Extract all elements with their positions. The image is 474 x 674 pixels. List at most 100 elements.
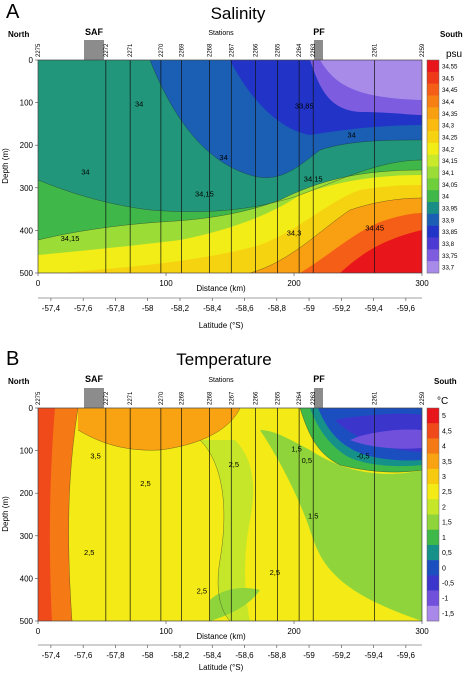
distance-axis-label: Distance (km) bbox=[196, 632, 246, 641]
colorbar-label: 33,85 bbox=[442, 229, 458, 236]
station-label: 2266 bbox=[254, 43, 260, 57]
colorbar-label: 33,95 bbox=[442, 205, 458, 212]
colorbar-swatch bbox=[427, 590, 439, 607]
colorbar-label: 1,5 bbox=[442, 520, 452, 527]
y-axis-label: Depth (m) bbox=[1, 148, 10, 184]
x-tick-label: 200 bbox=[287, 279, 301, 288]
contour-label: 2,5 bbox=[140, 479, 150, 488]
contour-label: 34,15 bbox=[61, 234, 80, 243]
panel-letter: A bbox=[6, 1, 20, 23]
contour-label: 34 bbox=[219, 153, 227, 162]
colorbar-swatch bbox=[427, 119, 439, 132]
station-label: 2261 bbox=[373, 391, 379, 405]
saf-label: SAF bbox=[85, 374, 104, 384]
contour-label: 34,45 bbox=[365, 223, 384, 232]
distance-axis-label: Distance (km) bbox=[196, 284, 246, 293]
contour-labels: 34 33,85 34 34 34 34,15 34,15 34,15 34,3 34,45 bbox=[61, 99, 384, 243]
latitude-tick-label: -58,8 bbox=[268, 651, 287, 660]
y-axis-label: Depth (m) bbox=[1, 496, 10, 532]
y-tick-label: 0 bbox=[29, 56, 34, 65]
chart-title: Temperature bbox=[176, 350, 271, 369]
station-label: 2263 bbox=[311, 391, 317, 405]
colorbar-swatch bbox=[427, 438, 439, 454]
latitude-tick-label: -57,4 bbox=[42, 304, 61, 313]
latitude-axis: -57,4 -57,6 -57,8 -58 -58,2 -58,4 -58,6 -58,8 -5… bbox=[42, 298, 416, 313]
colorbar-swatch bbox=[427, 213, 439, 226]
contour-label: 1,5 bbox=[291, 444, 301, 453]
plot-frame bbox=[37, 407, 423, 622]
colorbar-swatch bbox=[427, 423, 439, 439]
y-tick-label: 200 bbox=[20, 489, 34, 498]
colorbar-swatch bbox=[427, 575, 439, 591]
x-tick-label: 300 bbox=[415, 279, 429, 288]
latitude-tick-label: -59 bbox=[303, 304, 315, 313]
colorbar-swatch bbox=[427, 131, 439, 144]
latitude-tick-label: -58,2 bbox=[171, 651, 190, 660]
colorbar-swatch bbox=[427, 60, 439, 73]
latitude-tick-label: -57,6 bbox=[74, 651, 93, 660]
distance-axis: 0 100 200 300 bbox=[36, 621, 429, 636]
north-label: North bbox=[8, 30, 29, 39]
contour-label: 1,5 bbox=[308, 511, 318, 520]
colorbar-label: 33,75 bbox=[442, 253, 458, 260]
temperature-field bbox=[38, 408, 422, 621]
latitude-tick-label: -57,8 bbox=[106, 304, 125, 313]
latitude-tick-label: -59 bbox=[303, 651, 315, 660]
colorbar-swatch bbox=[427, 95, 439, 108]
plot-frame bbox=[37, 59, 423, 274]
station-label: 2272 bbox=[104, 43, 110, 57]
pf-front-bar bbox=[314, 388, 323, 408]
y-tick-label: 0 bbox=[29, 404, 34, 413]
station-label: 2272 bbox=[104, 391, 110, 405]
colorbar-unit: °C bbox=[437, 396, 448, 407]
x-tick-label: 300 bbox=[415, 627, 429, 636]
temperature-colorbar: 5 4,5 4 3,5 3 2,5 2 1,5 1 0,5 0 -0,5 -1 -1,5 bbox=[426, 407, 454, 622]
colorbar-swatch bbox=[427, 560, 439, 576]
stations-label: Stations bbox=[208, 377, 234, 384]
latitude-tick-label: -58,4 bbox=[203, 304, 222, 313]
x-tick-label: 0 bbox=[36, 627, 41, 636]
station-lines bbox=[105, 408, 375, 621]
station-label: 2268 bbox=[208, 391, 214, 405]
salinity-panel: A Salinity North South Stations SAF PF bbox=[1, 1, 463, 330]
colorbar-label: 4,5 bbox=[442, 428, 452, 435]
salinity-field bbox=[38, 60, 422, 273]
salinity-contours bbox=[38, 60, 422, 273]
colorbar-label: 34,25 bbox=[442, 134, 458, 141]
contour-label: 3,5 bbox=[90, 452, 100, 461]
colorbar-label: -1 bbox=[442, 596, 448, 603]
colorbar-label: 34,5 bbox=[442, 75, 455, 82]
colorbar-label: 2 bbox=[442, 504, 446, 511]
contour-label: -0,5 bbox=[357, 452, 370, 461]
colorbar-label: 2,5 bbox=[442, 489, 452, 496]
station-label: 2264 bbox=[297, 391, 303, 405]
colorbar-frame bbox=[426, 407, 440, 622]
latitude-tick-label: -58,6 bbox=[235, 651, 254, 660]
station-labels: 2275 2272 2271 2270 2269 2268 2267 2266 2265 2264… bbox=[36, 391, 426, 405]
y-axis: 0 100 200 300 400 500 bbox=[20, 56, 38, 278]
pf-front-bar bbox=[314, 40, 323, 60]
pf-label: PF bbox=[313, 27, 325, 37]
colorbar-swatch bbox=[427, 529, 439, 546]
contour-label: 34,3 bbox=[287, 229, 302, 238]
colorbar-label: 34,4 bbox=[442, 99, 455, 106]
colorbar-frame bbox=[426, 59, 440, 274]
colorbar-label: 34,1 bbox=[442, 170, 455, 177]
contour-label: 0,5 bbox=[302, 456, 312, 465]
colorbar-swatch bbox=[427, 261, 439, 274]
colorbar-label: 34,15 bbox=[442, 158, 458, 165]
south-label: South bbox=[434, 377, 457, 386]
y-tick-label: 400 bbox=[20, 574, 34, 583]
colorbar-label: 34,45 bbox=[442, 87, 458, 94]
latitude-tick-label: -59,2 bbox=[332, 304, 351, 313]
colorbar-label: 34,55 bbox=[442, 63, 458, 70]
station-label: 2271 bbox=[128, 391, 134, 405]
colorbar-swatch bbox=[427, 225, 439, 238]
contour-label: 2,5 bbox=[197, 586, 207, 595]
colorbar-label: 34,05 bbox=[442, 182, 458, 189]
colorbar-label: 0,5 bbox=[442, 550, 452, 557]
x-tick-label: 100 bbox=[159, 279, 173, 288]
colorbar-label: 3,5 bbox=[442, 459, 452, 466]
colorbar-label: -1,5 bbox=[442, 611, 454, 618]
